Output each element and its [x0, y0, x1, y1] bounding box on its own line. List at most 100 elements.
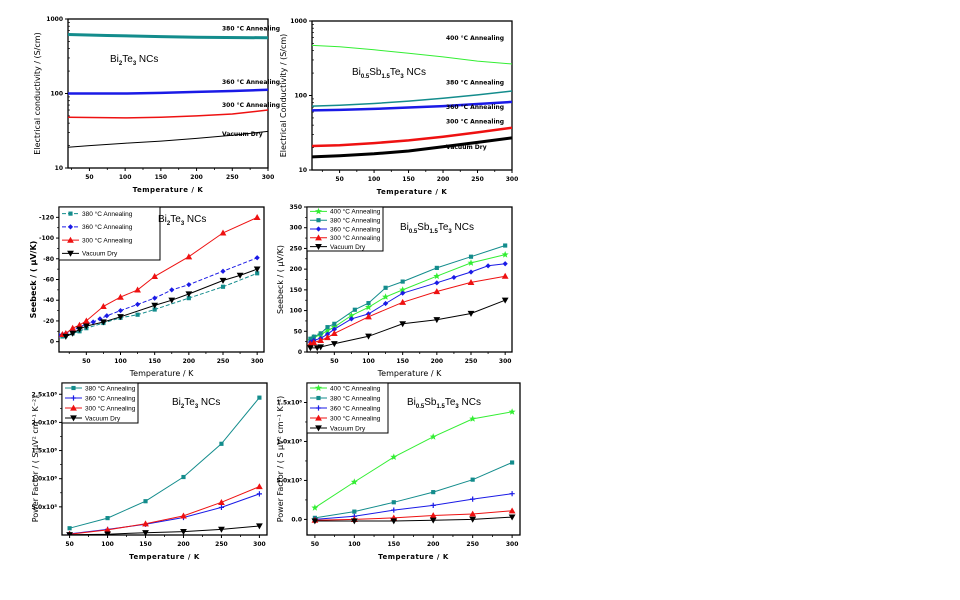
legend-label: Vacuum Dry: [82, 251, 118, 258]
data-point: [365, 333, 372, 340]
x-axis-label: Temperature / K: [377, 188, 448, 196]
legend-label: 300 °C Annealing: [82, 236, 133, 244]
x-tick-label: 50: [82, 358, 90, 365]
data-point: [62, 333, 70, 340]
x-tick-label: 50: [85, 174, 93, 181]
data-point: [350, 518, 358, 525]
series-line-380-c-annealing: [314, 462, 513, 519]
legend-marker: [315, 234, 322, 241]
data-point: [434, 265, 439, 270]
data-point: [100, 303, 107, 310]
legend: 400 °C Annealing 380 °C Annealing 360 °C A…: [306, 382, 389, 434]
data-point: [503, 243, 508, 248]
data-point: [508, 408, 516, 415]
panel-seebeck-bi2te3: 50 100 150 200 250 300 0 -20 -40 -60 -80 -100 -120 Te…: [29, 206, 265, 378]
y-tick-label: 300: [289, 225, 302, 232]
series-annotation: Vacuum Dry: [446, 144, 487, 151]
data-point: [330, 329, 338, 336]
data-point: [399, 321, 407, 328]
data-point: [399, 298, 407, 305]
y-tick-label: 1.5x10⁶: [277, 399, 303, 406]
data-point: [134, 301, 141, 307]
series-line-360-c-annealing: [314, 493, 513, 520]
series-line-300-c-annealing: [68, 109, 268, 119]
x-tick-label: 300: [506, 541, 519, 548]
series-line-vacuum-dry: [314, 516, 513, 522]
data-point: [253, 213, 261, 220]
y-tick-label: 0.0: [291, 516, 302, 523]
x-tick-label: 200: [183, 358, 196, 365]
data-point: [330, 341, 338, 348]
data-point: [307, 345, 314, 352]
x-tick-label: 200: [437, 176, 450, 183]
data-point: [185, 291, 193, 298]
data-point: [253, 266, 261, 273]
x-tick-label: 250: [217, 358, 230, 365]
x-tick-label: 50: [335, 176, 343, 183]
series-line-vacuum-dry: [69, 525, 260, 535]
data-point: [317, 344, 325, 351]
data-point: [143, 499, 148, 504]
data-point: [186, 282, 192, 288]
series-annotation: 380 °C Annealing: [446, 80, 504, 87]
data-point: [331, 326, 337, 332]
y-axis-label: Electrical Conductivity / (S/cm): [279, 34, 288, 158]
data-point: [186, 296, 191, 301]
data-point: [69, 324, 77, 331]
y-tick-label: 5.0x10⁵: [277, 477, 303, 484]
series-line-300-c-annealing: [310, 275, 506, 345]
legend-label: 360 °C Annealing: [82, 223, 133, 231]
legend-marker: [315, 414, 322, 421]
data-point: [151, 302, 159, 309]
data-point: [383, 285, 388, 290]
data-point: [90, 319, 96, 325]
x-tick-label: 100: [101, 541, 114, 548]
x-tick-label: 150: [396, 358, 409, 365]
x-tick-label: 100: [348, 541, 361, 548]
data-point: [348, 311, 355, 319]
series-annotation: 300 °C Annealing: [446, 119, 504, 126]
legend-marker: [315, 405, 322, 411]
data-point: [76, 321, 83, 328]
data-point: [220, 268, 226, 274]
y-tick-label: 1.0x10⁶: [277, 438, 303, 445]
legend-marker: [68, 211, 73, 216]
x-tick-label: 250: [466, 541, 479, 548]
plot-title: Bi0.5Sb1.5Te3 NCs: [407, 397, 481, 410]
x-tick-label: 300: [499, 358, 512, 365]
data-point: [510, 460, 515, 465]
series-annotation: 400 °C Annealing: [446, 35, 504, 42]
y-tick-label: 0: [298, 349, 302, 356]
data-point: [325, 325, 330, 330]
series-line-vacuum-dry: [312, 136, 512, 159]
data-point: [219, 277, 227, 284]
y-tick-label: 10: [55, 165, 63, 172]
plot-title: Bi2Te3 NCs: [158, 214, 206, 227]
x-tick-label: 200: [431, 358, 444, 365]
y-axis-label: Power Factor / ( S μV² cm⁻¹ K⁻²): [31, 396, 40, 523]
data-point: [508, 507, 516, 514]
data-point: [467, 310, 475, 317]
y-tick-label: 150: [289, 287, 302, 294]
data-point: [429, 517, 437, 524]
y-tick-label: 5.0x10⁵: [32, 504, 58, 511]
legend-marker: [67, 250, 74, 257]
y-tick-label: 100: [50, 91, 63, 98]
legend-label: 360 °C Annealing: [85, 394, 136, 402]
data-point: [433, 288, 441, 295]
panel-conductivity-bi05sb15te3: 50 100 150 200 250 300 10 100 1000 Temperature / …: [279, 18, 518, 196]
y-axis-label: Electrical conductivity / (S/cm): [33, 32, 42, 154]
data-point: [308, 336, 313, 341]
x-tick-label: 150: [148, 358, 161, 365]
data-point: [66, 532, 73, 535]
series-line-380-c-annealing: [69, 397, 260, 529]
x-tick-label: 300: [506, 176, 519, 183]
data-point: [391, 500, 396, 505]
data-point: [390, 518, 398, 525]
data-point: [69, 330, 77, 337]
x-axis-label: Temperature / K: [129, 553, 200, 561]
legend-label: 380 °C Annealing: [85, 384, 136, 392]
x-tick-label: 50: [311, 541, 319, 548]
data-point: [67, 526, 72, 531]
